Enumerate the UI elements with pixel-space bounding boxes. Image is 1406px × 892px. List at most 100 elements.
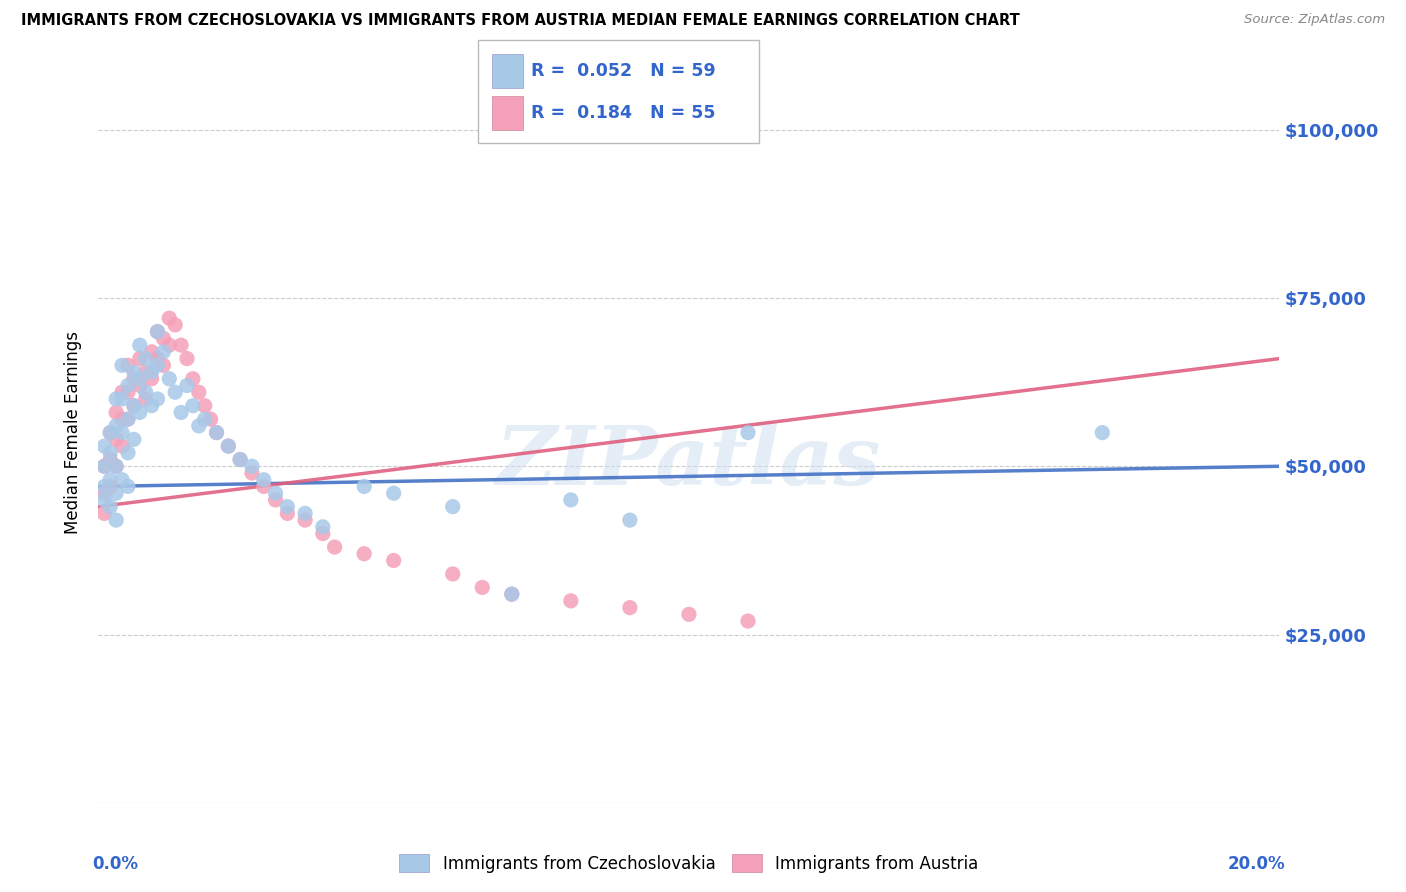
Point	[105, 392, 128, 406]
Y-axis label: Median Female Earnings: Median Female Earnings	[65, 331, 83, 534]
Point	[117, 479, 139, 493]
Point	[146, 392, 169, 406]
Point	[122, 433, 145, 447]
Point	[353, 479, 375, 493]
Point	[93, 459, 115, 474]
Point	[294, 507, 316, 521]
Point	[441, 500, 464, 514]
Point	[323, 540, 346, 554]
Point	[170, 338, 193, 352]
Point	[105, 433, 128, 447]
Point	[141, 365, 163, 379]
Point	[135, 392, 157, 406]
Legend: Immigrants from Czechoslovakia, Immigrants from Austria: Immigrants from Czechoslovakia, Immigran…	[392, 847, 986, 880]
Point	[619, 513, 641, 527]
Point	[128, 338, 150, 352]
Point	[1091, 425, 1114, 440]
Point	[98, 479, 121, 493]
Point	[117, 412, 139, 426]
Point	[229, 452, 252, 467]
Point	[678, 607, 700, 622]
Point	[105, 513, 128, 527]
Point	[117, 385, 139, 400]
Point	[93, 486, 115, 500]
Point	[93, 507, 115, 521]
Point	[105, 418, 128, 433]
Point	[560, 594, 582, 608]
Point	[176, 351, 198, 366]
Point	[294, 513, 316, 527]
Point	[98, 446, 121, 460]
Point	[135, 351, 157, 366]
Point	[146, 325, 169, 339]
Point	[194, 412, 217, 426]
Point	[181, 372, 204, 386]
Point	[117, 378, 139, 392]
Point	[111, 473, 134, 487]
Point	[176, 378, 198, 392]
Point	[194, 399, 217, 413]
Point	[737, 614, 759, 628]
Point	[135, 365, 157, 379]
Point	[181, 399, 204, 413]
Point	[98, 425, 121, 440]
Point	[157, 338, 180, 352]
Point	[141, 399, 163, 413]
Point	[98, 473, 121, 487]
Point	[229, 452, 252, 467]
Point	[165, 318, 187, 332]
Point	[253, 479, 276, 493]
Point	[141, 344, 163, 359]
Point	[122, 372, 145, 386]
Point	[253, 473, 276, 487]
Point	[157, 372, 180, 386]
Text: R =  0.184   N = 55: R = 0.184 N = 55	[531, 104, 716, 122]
Text: 20.0%: 20.0%	[1227, 855, 1285, 872]
Point	[117, 359, 139, 373]
Point	[146, 325, 169, 339]
Text: 0.0%: 0.0%	[93, 855, 139, 872]
Point	[276, 507, 298, 521]
Point	[122, 399, 145, 413]
Point	[105, 486, 128, 500]
Point	[441, 566, 464, 581]
Point	[312, 520, 335, 534]
Point	[111, 412, 134, 426]
Point	[264, 492, 287, 507]
Point	[93, 479, 115, 493]
Point	[105, 459, 128, 474]
Point	[135, 385, 157, 400]
Point	[501, 587, 523, 601]
Point	[187, 385, 209, 400]
Text: Source: ZipAtlas.com: Source: ZipAtlas.com	[1244, 13, 1385, 27]
Point	[353, 547, 375, 561]
Point	[152, 344, 174, 359]
Point	[382, 486, 405, 500]
Point	[619, 600, 641, 615]
Point	[128, 351, 150, 366]
Point	[117, 412, 139, 426]
Point	[93, 439, 115, 453]
Point	[146, 359, 169, 373]
Point	[312, 526, 335, 541]
Point	[165, 385, 187, 400]
Point	[111, 425, 134, 440]
Point	[187, 418, 209, 433]
Point	[141, 372, 163, 386]
Point	[471, 581, 494, 595]
Point	[152, 359, 174, 373]
Point	[117, 446, 139, 460]
Point	[122, 365, 145, 379]
Point	[276, 500, 298, 514]
Point	[152, 331, 174, 345]
Point	[111, 359, 134, 373]
Point	[111, 439, 134, 453]
Point	[205, 425, 228, 440]
Text: ZIPatlas: ZIPatlas	[496, 422, 882, 502]
Point	[111, 385, 134, 400]
Point	[560, 492, 582, 507]
Point	[217, 439, 239, 453]
Point	[157, 311, 180, 326]
Point	[122, 399, 145, 413]
Point	[146, 351, 169, 366]
